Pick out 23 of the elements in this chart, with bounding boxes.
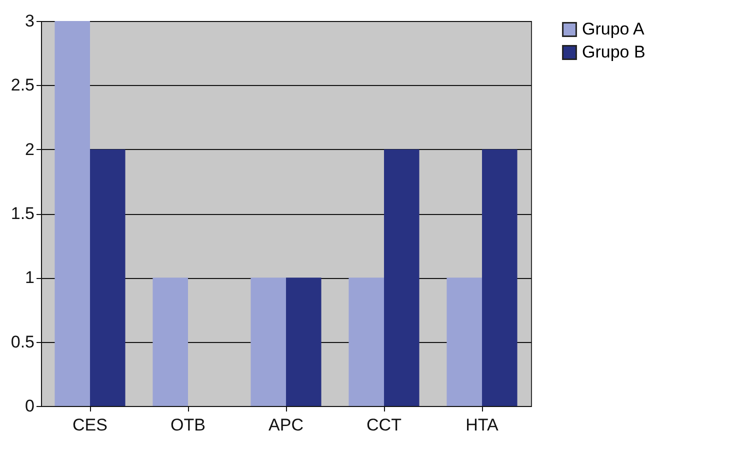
y-tick-label: 2.5 <box>10 76 34 95</box>
bar <box>348 278 384 406</box>
y-tick-label: 0 <box>25 396 34 416</box>
bar <box>90 149 126 406</box>
x-tick-label: CCT <box>366 416 402 434</box>
x-tick-label: OTB <box>170 416 206 434</box>
bar <box>54 21 90 406</box>
bar <box>286 278 322 406</box>
legend-label: Grupo A <box>582 20 646 38</box>
y-tick-label: 0.5 <box>10 332 34 352</box>
y-tick-label: 1 <box>25 268 34 288</box>
bar <box>152 278 188 406</box>
y-tick-label: 2 <box>25 140 34 159</box>
bar <box>482 149 518 406</box>
x-tick-label: APC <box>268 416 304 434</box>
y-tick-label: 3 <box>25 12 34 30</box>
bar <box>250 278 286 406</box>
legend-label: Grupo B <box>582 42 646 62</box>
x-tick-label: CES <box>72 416 108 434</box>
x-tick-label: HTA <box>466 416 500 434</box>
bar <box>384 149 420 406</box>
bar <box>446 278 482 406</box>
y-tick-label: 1.5 <box>10 204 34 223</box>
